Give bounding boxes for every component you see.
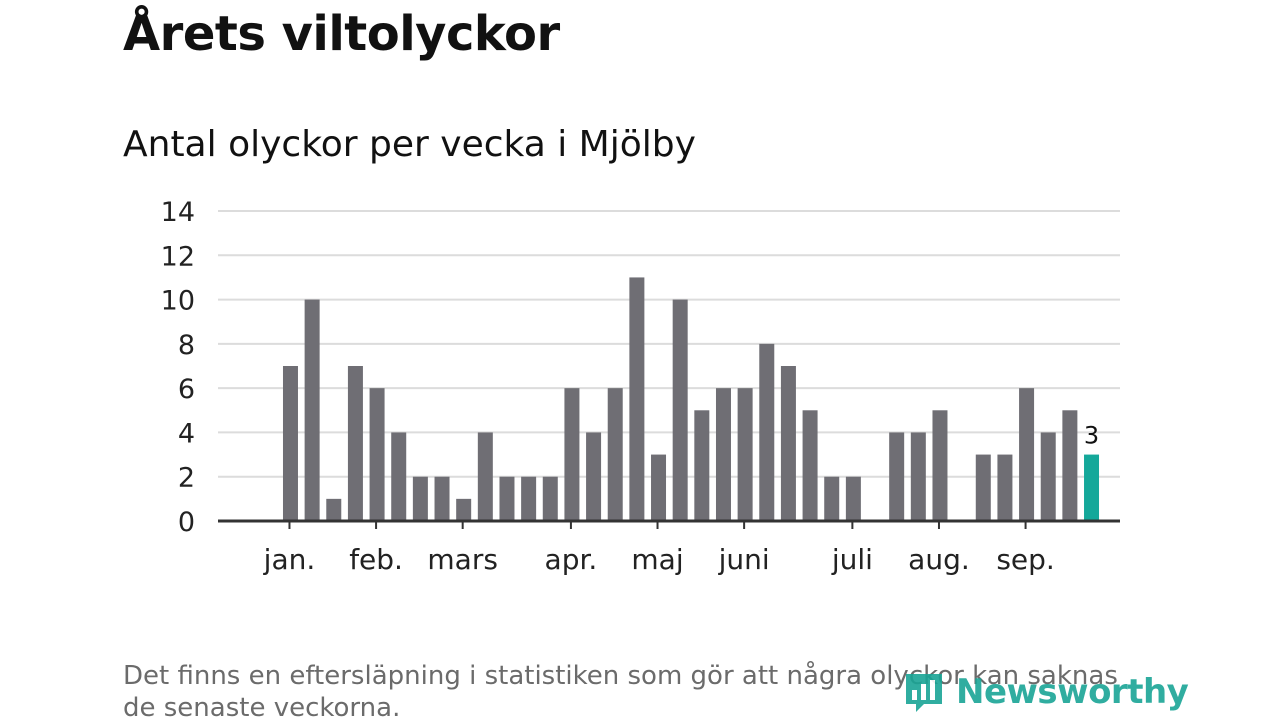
- chart-subtitle: Antal olyckor per vecka i Mjölby: [123, 124, 696, 165]
- x-tick-label: apr.: [545, 543, 598, 576]
- bar: [304, 299, 320, 521]
- bar: [412, 476, 428, 521]
- bar: [802, 410, 818, 521]
- data-labels: 3: [1084, 422, 1099, 450]
- bar: [759, 343, 775, 521]
- bar: [564, 388, 580, 521]
- bar-highlight: [1084, 454, 1100, 521]
- y-tick-label: 0: [178, 507, 195, 538]
- y-tick-label: 10: [161, 286, 195, 317]
- bar: [326, 498, 342, 521]
- bar: [282, 366, 298, 521]
- x-tick-label: juli: [831, 543, 873, 576]
- bar: [672, 299, 688, 521]
- newsworthy-logo-icon: [906, 674, 942, 712]
- bar: [889, 432, 905, 521]
- bar: [1040, 432, 1056, 521]
- bar: [737, 388, 753, 521]
- bar: [997, 454, 1013, 521]
- bar: [542, 476, 558, 521]
- y-tick-label: 12: [161, 241, 195, 272]
- x-tick-label: feb.: [349, 543, 403, 576]
- x-tick-label: juni: [718, 543, 770, 576]
- bar: [521, 476, 537, 521]
- bar: [607, 388, 623, 521]
- bar: [456, 498, 472, 521]
- bar: [347, 366, 363, 521]
- bar: [434, 476, 450, 521]
- bar: [824, 476, 840, 521]
- x-tick-label: mars: [427, 543, 498, 576]
- bar: [477, 432, 493, 521]
- y-tick-label: 14: [161, 197, 195, 228]
- bar: [629, 277, 645, 521]
- newsworthy-logo-text: Newsworthy: [956, 672, 1189, 712]
- y-axis-ticks: 0 2 4 6 8 10 12 14: [161, 197, 195, 538]
- bar: [1062, 410, 1078, 521]
- footnote: Det finns en eftersläpning i statistiken…: [123, 661, 1118, 723]
- bar: [975, 454, 991, 521]
- y-tick-label: 2: [178, 463, 195, 494]
- x-tick-label: jan.: [263, 543, 316, 576]
- x-tick-label: maj: [631, 543, 683, 576]
- bar: [910, 432, 926, 521]
- bar: [586, 432, 602, 521]
- chart-title: Årets viltolyckor: [123, 6, 560, 62]
- bar: [715, 388, 731, 521]
- bar: [845, 476, 861, 521]
- data-label: 3: [1084, 422, 1099, 450]
- y-tick-label: 4: [178, 418, 195, 449]
- gridlines: [218, 210, 1120, 478]
- x-axis-ticks: jan. feb. mars apr. maj juni juli aug. sep.: [263, 521, 1055, 576]
- bar: [780, 366, 796, 521]
- bar: [391, 432, 407, 521]
- bar: [369, 388, 385, 521]
- x-tick-label: sep.: [996, 543, 1055, 576]
- bar: [1019, 388, 1035, 521]
- y-tick-label: 8: [178, 330, 195, 361]
- y-tick-label: 6: [178, 374, 195, 405]
- newsworthy-logo: Newsworthy: [902, 670, 1189, 714]
- bar: [499, 476, 515, 521]
- bars: [282, 277, 1100, 521]
- bar: [694, 410, 710, 521]
- bar: [651, 454, 667, 521]
- bar: [932, 410, 948, 521]
- x-tick-label: aug.: [908, 543, 970, 576]
